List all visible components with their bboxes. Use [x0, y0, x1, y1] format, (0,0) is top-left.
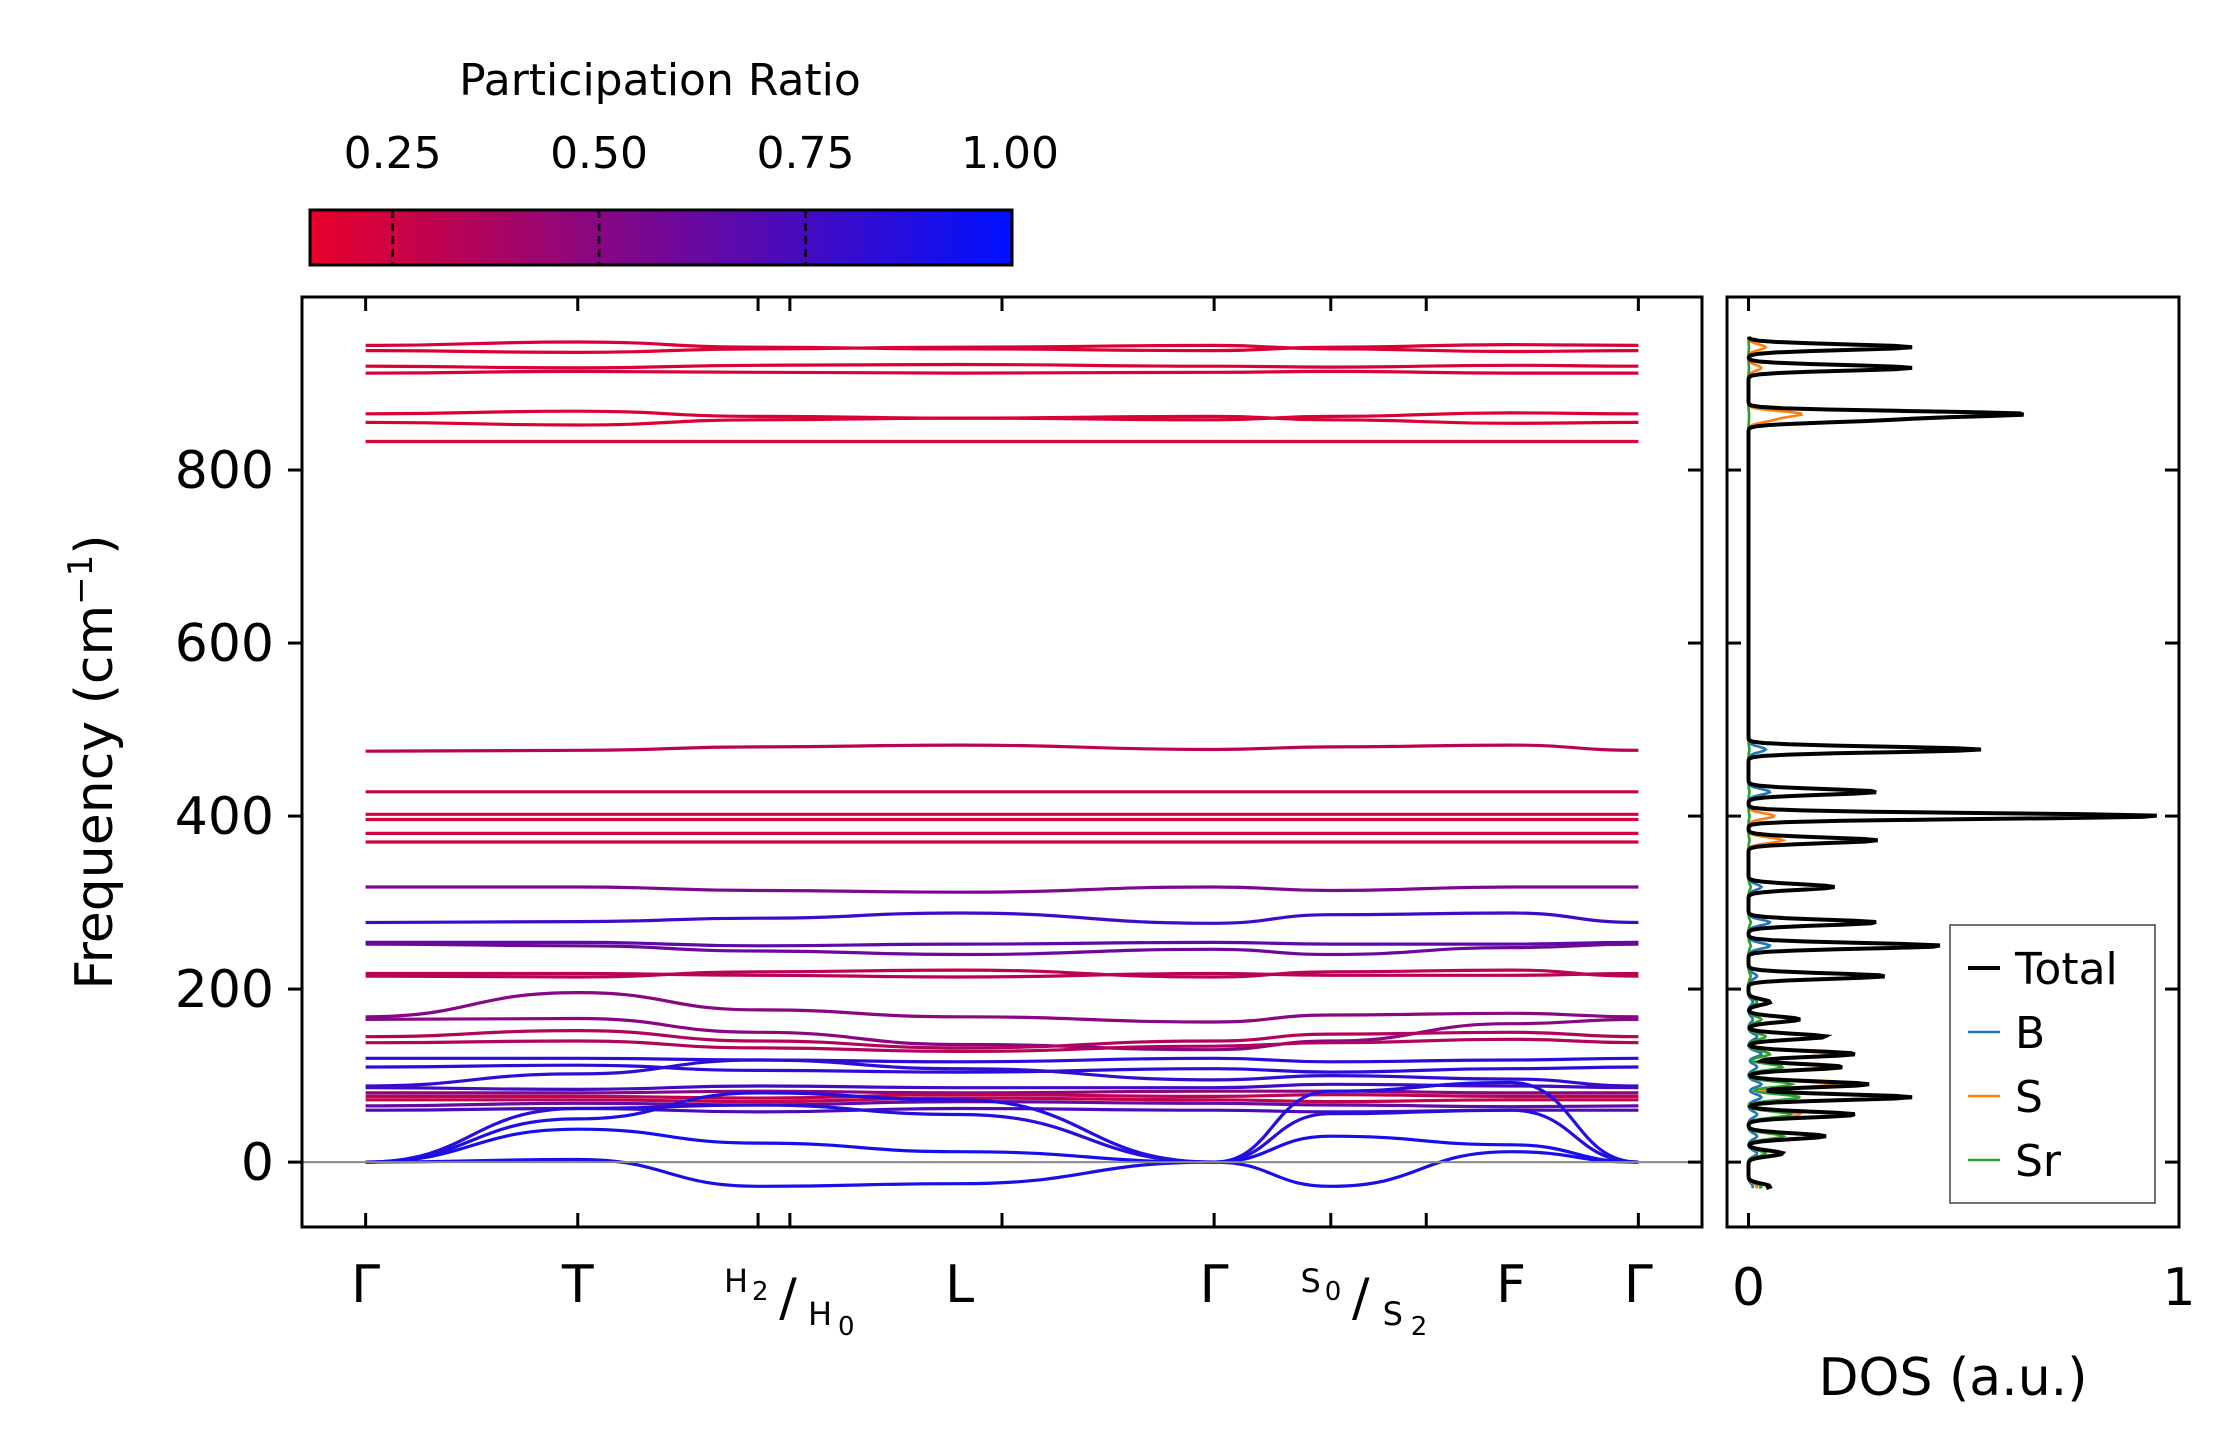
legend-items: Total BS Sr: [1968, 944, 2118, 1187]
y-tick-label: 600: [175, 614, 274, 674]
phonon-band-24: [365, 1056, 1639, 1064]
phonon-band-1: [365, 340, 1639, 353]
path-label: Γ: [1200, 1255, 1229, 1315]
phonon-bands: [365, 340, 1639, 1188]
phonon-band-20: [365, 990, 1639, 1024]
colorbar-tick-label: 0.25: [344, 128, 442, 179]
colorbar-gradient: [308, 208, 1014, 267]
colorbar-ticks: 0.25 0.50 0.75 1.00: [344, 128, 1059, 265]
phonon-band-16: [365, 940, 1639, 948]
split-label-bottom: S: [1383, 1295, 1403, 1333]
y-tick-label: 200: [175, 960, 274, 1020]
frequency-axis-label: Frequency (cm−1): [61, 534, 125, 989]
dos-line-total: [1746, 335, 2157, 1190]
phonon-band-36: [365, 1150, 1639, 1188]
split-label-slash: /: [779, 1268, 797, 1328]
split-label-top: H: [724, 1262, 748, 1300]
y-tick-label: 800: [175, 441, 274, 501]
band-plot-frame: [300, 295, 1704, 1229]
legend-box: [1949, 924, 2156, 1204]
split-label-bottom: H: [808, 1295, 832, 1333]
phonon-band-15: [365, 911, 1639, 925]
dos-x-tick-label: 1: [2162, 1258, 2195, 1318]
phonon-band-23: [365, 1037, 1639, 1054]
phonon-band-4: [365, 369, 1639, 375]
y-tick-label: 0: [241, 1133, 274, 1193]
dos-axis-label: DOS (a.u.): [1819, 1348, 2088, 1408]
phonon-band-18: [365, 971, 1639, 979]
ylabel-close: ): [65, 534, 125, 554]
ylabel-main: Frequency (cm: [65, 605, 125, 990]
dos-plot-frame: [1725, 295, 2181, 1229]
split-label-top: S: [1300, 1262, 1320, 1300]
path-label: Γ: [1624, 1255, 1653, 1315]
y-tick-label: 400: [175, 787, 274, 847]
path-label: F: [1496, 1255, 1526, 1315]
split-label-top-sub: 2: [752, 1277, 769, 1307]
phonon-band-8: [365, 743, 1639, 753]
split-label-top-sub: 0: [1325, 1277, 1342, 1307]
phonon-band-26: [365, 1058, 1639, 1088]
colorbar: Participation Ratio 0.25 0.50 0.75 1.00: [308, 55, 1059, 267]
colorbar-title: Participation Ratio: [459, 55, 861, 106]
dos-line-s: [1747, 336, 1973, 1190]
legend-label-sr: Sr: [2015, 1136, 2062, 1187]
dos-x-tick-label: 0: [1732, 1258, 1765, 1318]
phonon-band-34: [365, 1103, 1639, 1164]
phonon-band-28: [365, 1089, 1639, 1095]
legend-label-b: B: [2015, 1008, 2045, 1059]
split-label-bottom-sub: 2: [1411, 1312, 1428, 1342]
phonon-band-2: [365, 343, 1639, 355]
colorbar-tick-label: 0.50: [550, 128, 648, 179]
path-label: L: [945, 1255, 974, 1315]
dos-curves: [1746, 335, 2157, 1190]
phonon-band-14: [365, 885, 1639, 894]
split-path-label: S 0/S 2: [1300, 1262, 1427, 1342]
phonon-band-29: [365, 1092, 1639, 1100]
phonon-band-33: [365, 1080, 1639, 1164]
split-label-slash: /: [1352, 1268, 1370, 1328]
split-path-label: H 2/H 0: [724, 1262, 855, 1342]
legend-label-s: S: [2015, 1072, 2043, 1123]
phonon-band-31: [365, 1099, 1639, 1109]
phonon-band-3: [365, 362, 1639, 370]
path-label: T: [561, 1255, 594, 1315]
split-label-bottom-sub: 0: [838, 1312, 855, 1342]
path-label: Γ: [351, 1255, 380, 1315]
phonon-band-19: [365, 968, 1639, 979]
colorbar-tick-label: 0.75: [757, 128, 855, 179]
phonon-band-17: [365, 942, 1639, 957]
phonon-band-27: [365, 1082, 1639, 1092]
phonon-band-35: [365, 1127, 1639, 1164]
phonon-band-22: [365, 1028, 1639, 1050]
ylabel-exponent: −1: [61, 555, 101, 605]
legend-label-total: Total: [2014, 944, 2118, 995]
phonon-band-6: [365, 414, 1639, 427]
dos-legend: Total BS Sr: [1949, 924, 2156, 1204]
colorbar-tick-label: 1.00: [961, 128, 1059, 179]
phonon-band-30: [365, 1096, 1639, 1104]
